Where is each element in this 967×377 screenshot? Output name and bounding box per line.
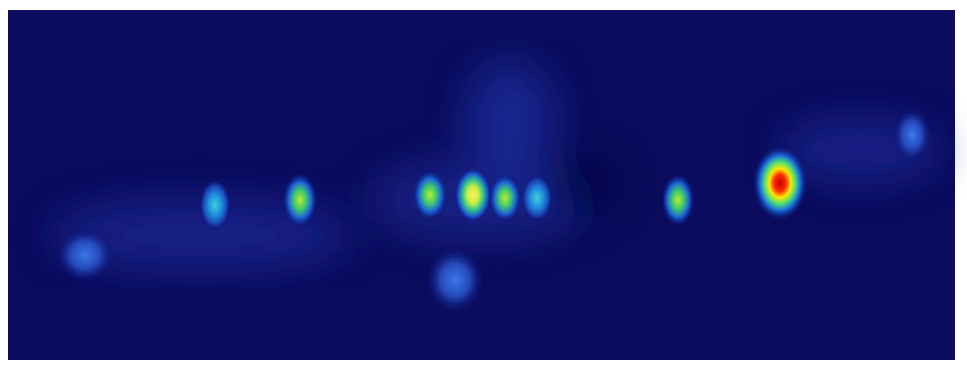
image	[0, 0, 967, 377]
